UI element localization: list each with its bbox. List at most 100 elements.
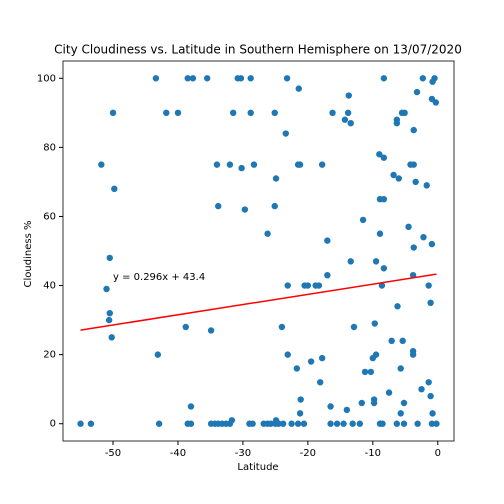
point <box>247 75 254 82</box>
x-tick-label: -30 <box>235 448 251 459</box>
point <box>272 175 280 182</box>
point <box>432 99 440 106</box>
point <box>418 385 425 393</box>
point <box>343 406 351 414</box>
point <box>187 420 195 427</box>
point <box>399 337 406 345</box>
point <box>215 202 222 210</box>
y-tick-label: 80 <box>43 142 56 153</box>
point <box>98 161 105 168</box>
point <box>282 130 289 137</box>
point <box>174 109 182 117</box>
point <box>388 337 395 345</box>
point <box>294 420 302 427</box>
plot-frame <box>62 60 455 442</box>
point <box>397 365 404 372</box>
point <box>347 258 354 265</box>
point <box>400 420 408 427</box>
point <box>413 88 421 96</box>
point <box>410 126 417 134</box>
point <box>304 282 312 289</box>
y-tick-label: 40 <box>43 281 56 292</box>
x-tick-label: 0 <box>435 448 441 459</box>
point <box>410 161 417 168</box>
point <box>358 399 365 407</box>
point <box>340 420 347 427</box>
point <box>284 282 291 289</box>
point <box>271 109 278 117</box>
point <box>272 417 280 424</box>
point <box>427 299 434 307</box>
point <box>288 420 295 427</box>
point <box>400 399 408 407</box>
point <box>207 327 215 334</box>
point <box>307 358 315 365</box>
point <box>250 161 258 168</box>
point <box>109 109 117 117</box>
point <box>394 303 401 310</box>
point <box>203 75 211 82</box>
point <box>345 92 352 99</box>
point <box>229 109 237 117</box>
point <box>226 161 234 168</box>
point <box>367 368 375 376</box>
point <box>111 185 118 193</box>
point <box>395 175 402 182</box>
x-tick-label: -20 <box>300 448 316 459</box>
point <box>184 75 191 82</box>
point <box>420 233 427 241</box>
point <box>356 420 364 427</box>
point <box>237 75 245 82</box>
point <box>296 161 304 168</box>
point <box>347 119 354 127</box>
point <box>376 230 384 237</box>
point <box>428 420 436 427</box>
point <box>105 316 113 324</box>
point <box>241 206 249 213</box>
point <box>405 223 412 231</box>
point <box>318 161 326 168</box>
point <box>315 282 323 289</box>
y-tick-label: 60 <box>43 211 56 222</box>
point <box>247 109 254 117</box>
point <box>380 265 388 272</box>
point <box>390 171 397 179</box>
point <box>327 420 334 427</box>
point <box>431 75 438 82</box>
point <box>393 119 401 127</box>
point <box>333 420 341 427</box>
y-axis-label: Cloudiness % <box>23 221 34 288</box>
point <box>293 365 301 372</box>
point <box>238 164 245 172</box>
point <box>409 271 417 279</box>
point <box>369 354 377 362</box>
point <box>300 420 308 427</box>
point <box>267 420 275 427</box>
point <box>412 178 419 186</box>
point <box>189 75 197 82</box>
point <box>152 75 160 82</box>
point <box>103 285 110 293</box>
point <box>296 410 304 417</box>
point <box>264 230 271 237</box>
point <box>423 182 430 189</box>
point <box>327 403 334 410</box>
point <box>341 116 349 123</box>
point <box>249 420 256 427</box>
point <box>397 410 404 417</box>
x-tick-label: -10 <box>365 448 381 459</box>
point <box>349 420 356 427</box>
point <box>279 420 287 427</box>
point <box>228 417 236 424</box>
point <box>371 320 378 327</box>
point <box>419 75 427 82</box>
point <box>410 244 417 251</box>
point <box>425 379 432 386</box>
x-axis-label: Latitude <box>237 462 278 473</box>
y-tick-label: 100 <box>37 73 56 84</box>
point <box>414 420 421 427</box>
point <box>344 109 352 117</box>
point <box>324 271 331 279</box>
point <box>324 237 331 244</box>
point <box>329 109 336 117</box>
